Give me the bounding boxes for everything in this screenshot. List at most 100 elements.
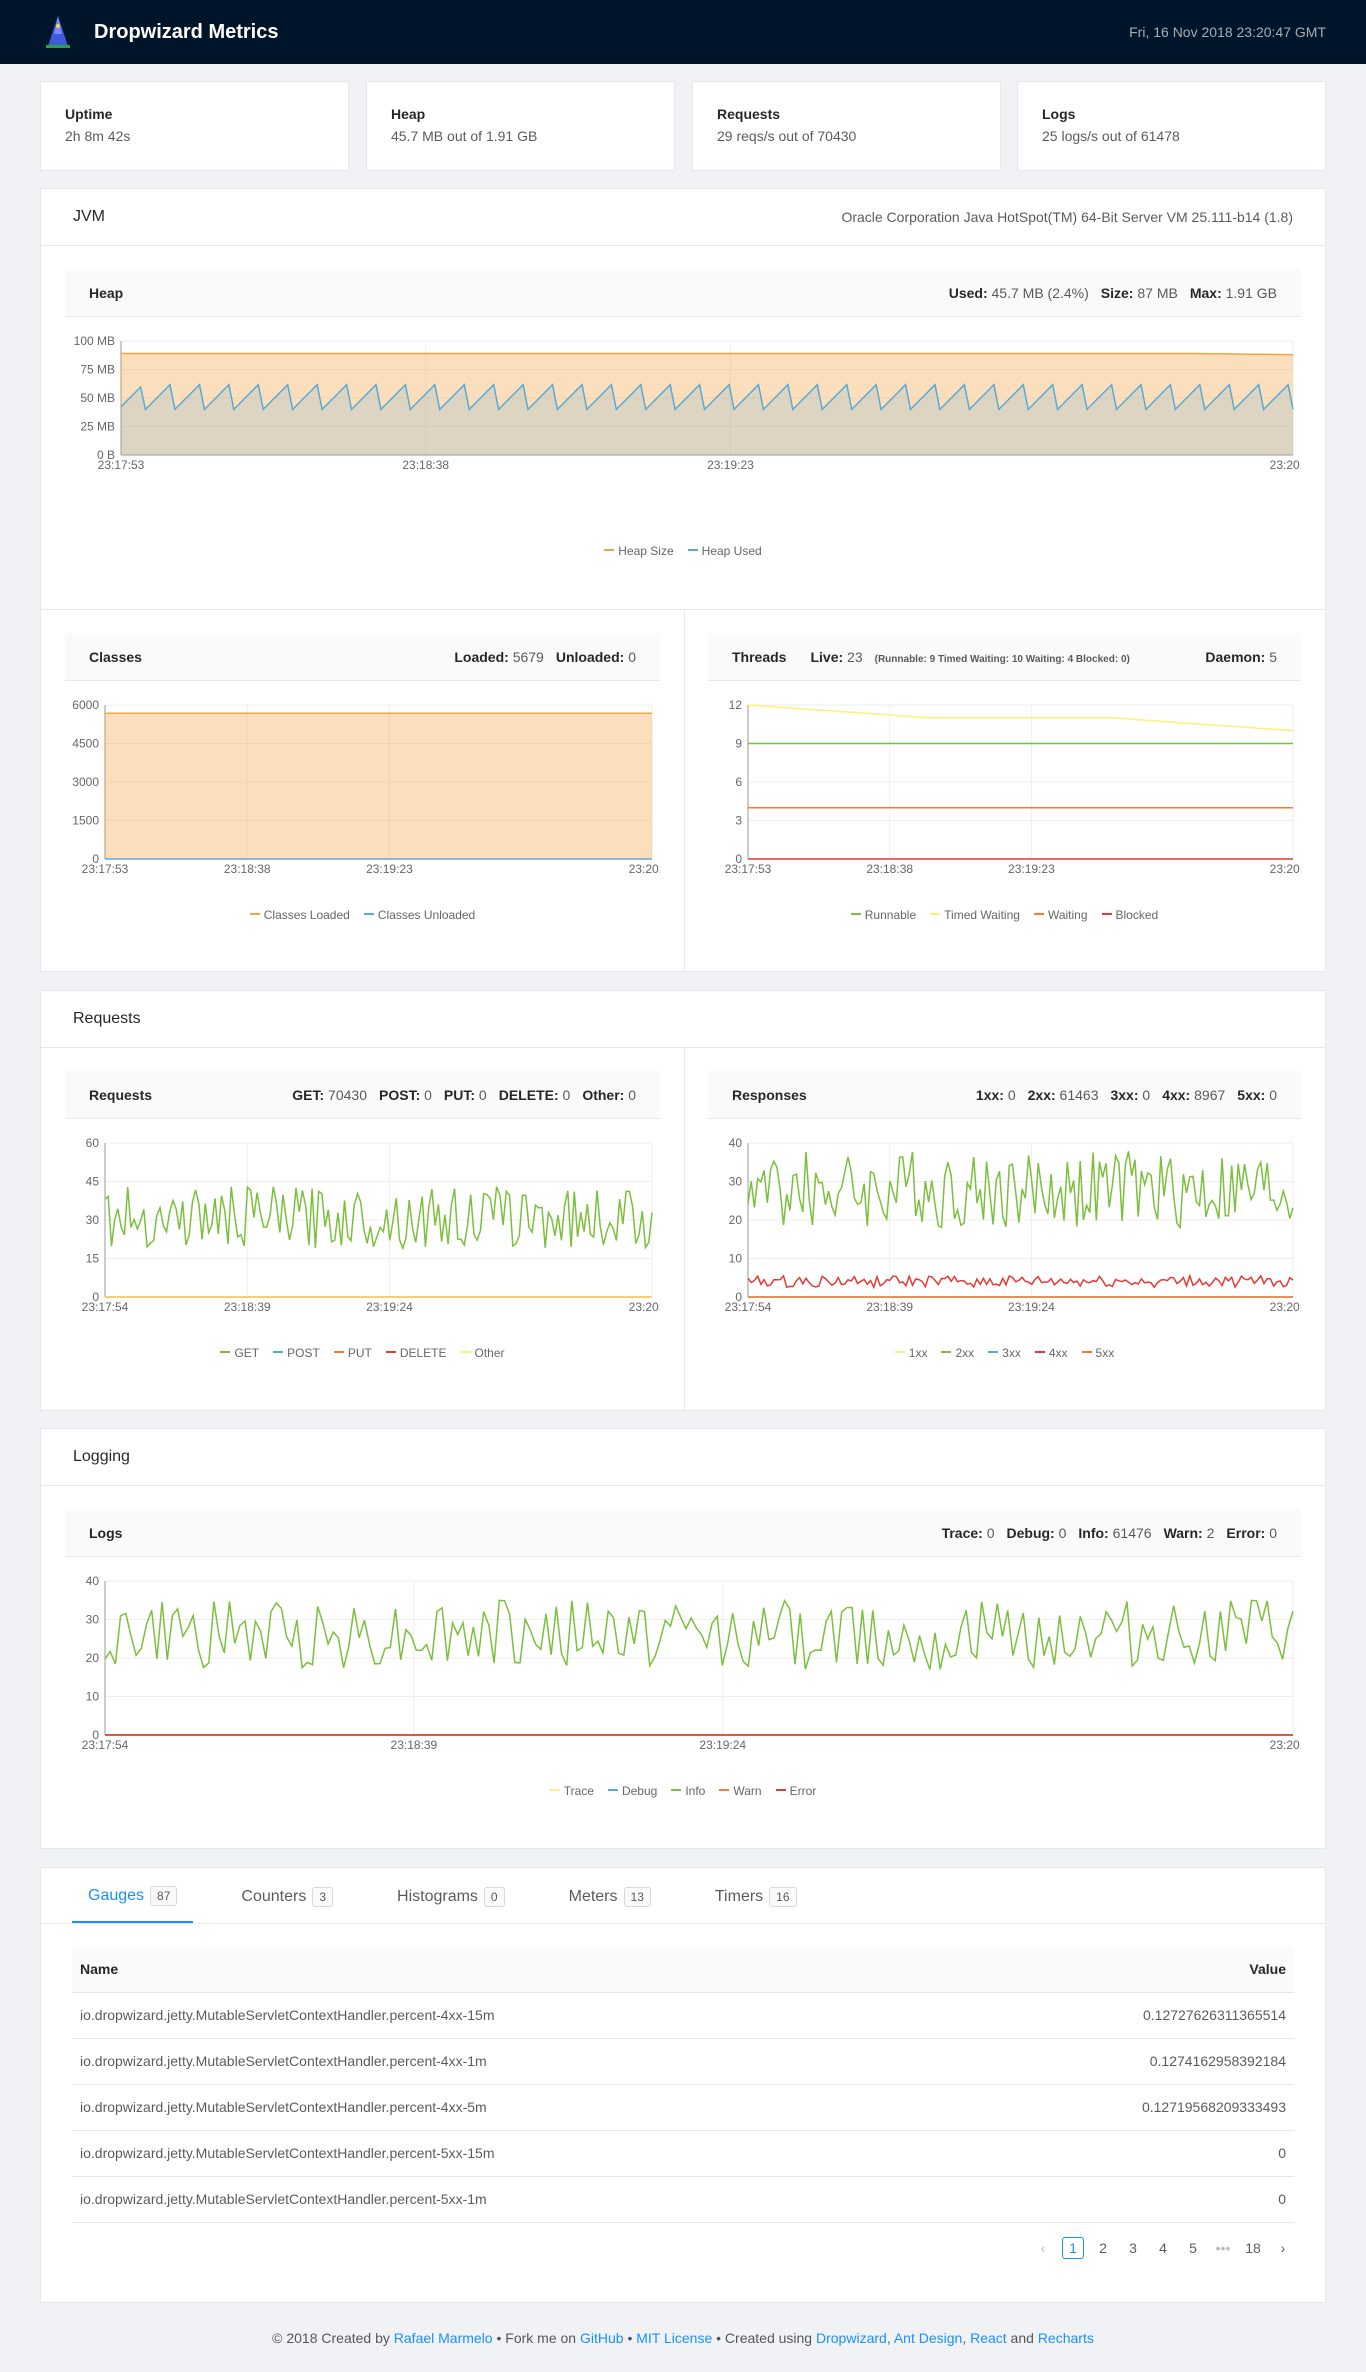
responses-chart-legend: 1xx 2xx 3xx 4xx 5xx — [708, 1346, 1301, 1360]
meta-value: 0 — [1265, 1524, 1277, 1541]
page-5-button[interactable]: 5 — [1189, 2240, 1197, 2256]
legend-item: 3xx — [988, 1346, 1021, 1360]
divider — [41, 1923, 1325, 1924]
meta-label: Live: — [810, 648, 844, 665]
section-title: JVM — [73, 208, 105, 225]
classes-loaded-value: 5679 — [512, 648, 544, 665]
metric-name: io.dropwizard.jetty.MutableServletContex… — [72, 2130, 963, 2177]
tab-counters[interactable]: Counters 3 — [225, 1870, 349, 1923]
jump-next-ellipsis[interactable]: ••• — [1215, 2240, 1231, 2256]
legend-label: Other — [474, 1346, 505, 1360]
meta-value: 61463 — [1055, 1086, 1099, 1103]
meta-value: 8967 — [1190, 1086, 1226, 1103]
threads-card-header: Threads Live: 23 (Runnable: 9 Timed Wait… — [708, 633, 1301, 681]
series-area-heap-used — [121, 384, 1293, 455]
legend-item: Error — [775, 1784, 817, 1798]
y-tick-label: 60 — [86, 1136, 100, 1150]
x-tick-label: 23:18:39 — [391, 1738, 438, 1752]
series-line-info — [104, 1598, 1294, 1670]
meta-label: Error: — [1226, 1524, 1266, 1541]
divider — [684, 609, 685, 971]
jvm-section: JVM Oracle Corporation Java HotSpot(TM) … — [40, 188, 1326, 972]
github-link[interactable]: GitHub — [579, 2330, 624, 2346]
antd-link[interactable]: Ant Design — [893, 2330, 963, 2346]
threads-detail: (Runnable: 9 Timed Waiting: 10 Waiting: … — [874, 653, 1130, 665]
page-4-button[interactable]: 4 — [1159, 2240, 1167, 2256]
responses-chart: 0 10 20 30 40 23:17:54 23:18:39 23:19:24 23:20:4… — [725, 1136, 1301, 1314]
legend-item: Classes Unloaded — [363, 908, 475, 922]
legend-swatch-icon — [687, 549, 698, 555]
meta-value: 0 — [1138, 1086, 1151, 1103]
logging-section: Logging Logs Trace: 0 Debug: 0 Info: 61476… — [40, 1428, 1326, 1849]
legend-label: Heap Size — [618, 544, 674, 558]
tab-label: Meters — [568, 1887, 618, 1905]
license-link[interactable]: MIT License — [636, 2330, 713, 2346]
recharts-link[interactable]: Recharts — [1037, 2330, 1094, 2346]
meta-label: 1xx: — [975, 1086, 1004, 1103]
dropwizard-link[interactable]: Dropwizard — [816, 2330, 887, 2346]
divider — [684, 1048, 685, 1410]
legend-label: DELETE — [399, 1346, 447, 1360]
legend-swatch-icon — [385, 1351, 396, 1357]
stat-label: Uptime — [65, 106, 113, 122]
meta-value: 70430 — [324, 1086, 367, 1103]
app-title: Dropwizard Metrics — [94, 20, 279, 43]
legend-swatch-icon — [1101, 913, 1112, 919]
jvm-vm-info: Oracle Corporation Java HotSpot(TM) 64-B… — [841, 209, 1293, 225]
threads-chart: 0 3 6 9 12 23:17:53 23:18:38 23:19:23 23:20:47 — [725, 698, 1301, 876]
divider — [41, 609, 1325, 610]
meta-label: PUT: — [443, 1086, 476, 1103]
meta-label: 5xx: — [1237, 1086, 1266, 1103]
page-1-button[interactable]: 1 — [1062, 2237, 1084, 2259]
page-3-button[interactable]: 3 — [1129, 2240, 1137, 2256]
stat-label: Requests — [717, 106, 781, 122]
legend-label: Error — [789, 1784, 817, 1798]
heap-chart: 0 B 25 MB 50 MB 75 MB 100 MB 23:17:53 23:18:38… — [74, 334, 1301, 472]
legend-item: Debug — [607, 1784, 657, 1798]
meta-label: 4xx: — [1162, 1086, 1191, 1103]
legend-swatch-icon — [460, 1351, 471, 1357]
page-2-button[interactable]: 2 — [1099, 2240, 1107, 2256]
tab-histograms[interactable]: Histograms 0 — [381, 1870, 521, 1923]
header-datetime: Fri, 16 Nov 2018 23:20:47 GMT — [1129, 24, 1326, 40]
next-page-button[interactable]: › — [1280, 2240, 1286, 2256]
logs-chart: 0 10 20 30 40 23:17:54 23:18:39 23:19:24 23:20:4… — [82, 1574, 1301, 1752]
tab-gauges[interactable]: Gauges 87 — [72, 1870, 194, 1923]
classes-chart-legend: Classes Loaded Classes Unloaded — [65, 908, 660, 922]
y-tick-label: 40 — [729, 1136, 743, 1150]
threads-live-value: 23 — [847, 648, 863, 665]
tab-meters[interactable]: Meters 13 — [553, 1870, 667, 1923]
y-tick-label: 9 — [735, 737, 742, 751]
react-link[interactable]: React — [970, 2330, 1007, 2346]
legend-swatch-icon — [249, 913, 260, 919]
prev-page-button[interactable]: ‹ — [1040, 2240, 1046, 2256]
heap-used-value: 45.7 MB (2.4%) — [991, 284, 1089, 301]
meta-label: 2xx: — [1027, 1086, 1056, 1103]
metrics-tabs: Gauges 87 Counters 3 Histograms 0 Meters 13 … — [72, 1870, 845, 1923]
column-header-name[interactable]: Name — [72, 1947, 963, 1993]
heap-max-value: 1.91 GB — [1225, 284, 1277, 301]
stat-card-uptime: Uptime 2h 8m 42s — [40, 81, 349, 171]
series-line-2xx — [747, 1151, 1294, 1230]
y-tick-label: 100 MB — [74, 334, 115, 348]
meta-item: POST: 0 — [379, 1087, 432, 1103]
y-tick-label: 75 MB — [80, 363, 115, 377]
legend-label: Runnable — [864, 908, 917, 922]
meta-value: 0 — [1054, 1524, 1067, 1541]
page-last-button[interactable]: 18 — [1245, 2240, 1261, 2256]
stat-value: 29 reqs/s out of 70430 — [717, 128, 857, 144]
legend-item: 1xx — [894, 1346, 927, 1360]
meta-label: Daemon: — [1205, 648, 1266, 665]
legend-swatch-icon — [604, 549, 615, 555]
metric-value: 0.12719568209333493 — [962, 2084, 1294, 2131]
y-tick-label: 30 — [86, 1613, 100, 1627]
threads-daemon-value: 5 — [1269, 648, 1277, 665]
y-tick-label: 1500 — [72, 814, 99, 828]
stat-value: 25 logs/s out of 61478 — [1042, 128, 1180, 144]
author-link[interactable]: Rafael Marmelo — [393, 2330, 493, 2346]
series-line-heap-size — [121, 352, 1294, 356]
responses-card-header: Responses 1xx: 0 2xx: 61463 3xx: 0 4xx: 896… — [708, 1071, 1301, 1119]
column-header-value[interactable]: Value — [962, 1947, 1294, 1993]
tab-timers[interactable]: Timers 16 — [699, 1870, 813, 1923]
